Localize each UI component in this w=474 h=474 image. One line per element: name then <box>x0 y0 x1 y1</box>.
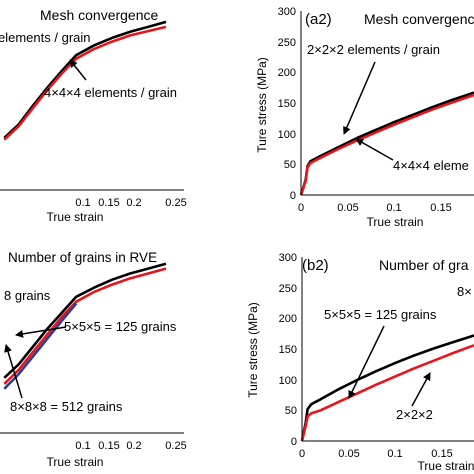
panel-b2-y-tick-250: 250 <box>279 283 297 295</box>
panel-a1-x-tick-4: 0.25 <box>165 197 186 209</box>
panel-b1-x-tick-4: 0.25 <box>165 440 186 452</box>
panel-a2-y-tick-50: 50 <box>284 159 296 171</box>
panel-b1-x-tick-2: 0.15 <box>98 440 119 452</box>
panel-a2-x-tick-0: 0 <box>298 202 304 214</box>
panel-b2-x-tick-01: 0.1 <box>387 448 402 460</box>
panel-b2-title: Number of gra <box>379 257 469 273</box>
panel-1-series-2-line <box>3 25 167 141</box>
panel-b2-x-label: True strain <box>418 459 474 473</box>
panel-a2-y-tick-300: 300 <box>278 6 296 18</box>
panel-2-series-2-line <box>299 93 474 196</box>
panel-3-series-2-line <box>3 267 167 385</box>
panel-b2: (b2) Number of gra 0 50 100 150 200 250 … <box>246 252 474 473</box>
panel-a2-x-tick-01: 0.1 <box>386 202 401 214</box>
panel-b1-annotation-512-grains: 8×8×8 = 512 grains <box>10 399 123 414</box>
panel-b1: Number of grains in RVE 0.1 0.15 0.2 0.2… <box>0 250 187 469</box>
panel-b1-x-tick-3: 0.2 <box>126 440 141 452</box>
panel-a2-y-tick-100: 100 <box>278 129 296 141</box>
panel-a1-annotation-2x2x2: elements / grain <box>0 30 91 45</box>
panel-a1-x-label: True strain <box>47 210 104 224</box>
panel-a2-title: Mesh convergence <box>364 11 474 27</box>
panel-b1-annotation-8-grains: 8 grains <box>4 288 51 303</box>
panel-b2-y-tick-0: 0 <box>291 436 297 448</box>
panel-a1-title: Mesh convergence <box>40 7 159 23</box>
panel-3-series-1-line <box>3 262 167 379</box>
panel-b2-arrow-2x2x2 <box>411 372 431 407</box>
panel-b2-x-tick-0: 0 <box>299 448 305 460</box>
panel-b2-arrow-125 <box>348 325 385 399</box>
panel-b1-arrow-512 <box>4 344 23 399</box>
panel-b2-annotation-125-grains: 5×5×5 = 125 grains <box>324 307 437 322</box>
panel-2-series-1-line <box>299 91 474 196</box>
panel-a2-x-tick-015: 0.15 <box>430 202 451 214</box>
panel-b2-label: (b2) <box>302 257 329 274</box>
panel-b2-y-label: Ture stress (MPa) <box>246 302 260 398</box>
panel-a2-x-label: True strain <box>367 215 424 229</box>
panel-b2-y-tick-200: 200 <box>279 313 297 325</box>
panel-b1-arrow-125 <box>15 326 67 338</box>
panel-b1-x-tick-1: 0.1 <box>75 440 90 452</box>
panel-b2-y-tick-300: 300 <box>279 252 297 264</box>
panel-4-series-2-line <box>300 344 474 442</box>
panel-b2-y-tick-150: 150 <box>279 344 297 356</box>
panel-a2-y-tick-0: 0 <box>290 190 296 202</box>
panel-b1-title: Number of grains in RVE <box>8 250 157 265</box>
panel-1-series-1-line <box>3 20 167 139</box>
panel-4-series-1-line <box>300 334 474 442</box>
panel-b1-annotation-125-grains: 5×5×5 = 125 grains <box>64 319 177 334</box>
panel-a1-arrow <box>69 59 87 81</box>
panel-a2-y-label: Ture stress (MPa) <box>255 57 269 153</box>
panel-a1-x-tick-3: 0.2 <box>126 197 141 209</box>
panel-a2-y-tick-200: 200 <box>278 67 296 79</box>
panel-a1-annotation-4x4x4: 4×4×4 elements / grain <box>44 85 177 100</box>
panel-b2-x-tick-005: 0.05 <box>338 448 359 460</box>
panel-a2-arrow-4x4x4 <box>355 138 394 161</box>
panel-b1-x-label: True strain <box>47 455 104 469</box>
panel-a2-y-tick-150: 150 <box>278 98 296 110</box>
panel-a2: (a2) Mesh convergence 0 50 100 150 200 2… <box>255 6 474 229</box>
panel-b2-y-tick-50: 50 <box>285 405 297 417</box>
panel-b2-y-tick-100: 100 <box>279 375 297 387</box>
panel-b2-annotation-2x2x2: 2×2×2 <box>396 407 433 422</box>
panel-a2-annotation-4x4x4: 4×4×4 eleme <box>393 158 469 173</box>
panel-a2-x-tick-005: 0.05 <box>337 202 358 214</box>
panel-b2-annotation-8x: 8× <box>457 284 472 299</box>
panel-a2-arrow-2x2x2 <box>343 61 376 135</box>
panel-a2-y-tick-250: 250 <box>278 37 296 49</box>
panel-a2-label: (a2) <box>305 11 332 28</box>
panel-b2-x-tick-015: 0.15 <box>431 448 452 460</box>
panel-a1-x-tick-2: 0.15 <box>98 197 119 209</box>
panel-a1-x-tick-1: 0.1 <box>75 197 90 209</box>
panel-a2-annotation-2x2x2: 2×2×2 elements / grain <box>307 42 440 57</box>
panel-a1: Mesh convergence 0.1 0.15 0.2 0.25 True … <box>0 7 187 224</box>
